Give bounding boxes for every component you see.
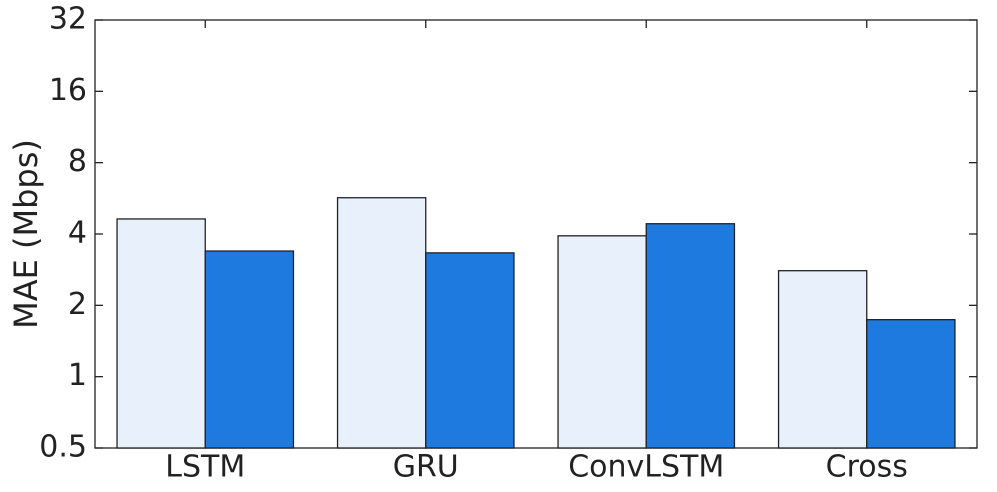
bar <box>645 223 736 449</box>
y-axis-label: MAE (Mbps) <box>7 139 45 329</box>
y-tick-label: 8 <box>68 144 87 179</box>
x-tick-label: Cross <box>826 450 908 485</box>
x-tick-label: LSTM <box>165 450 245 485</box>
bar <box>425 252 515 449</box>
bar <box>204 250 295 449</box>
bar <box>866 319 956 449</box>
bar <box>336 197 427 449</box>
bar <box>777 270 868 449</box>
y-tick-label: 32 <box>49 2 87 37</box>
y-tick-label: 16 <box>49 73 87 108</box>
y-tick-label: 1 <box>68 358 87 393</box>
bar <box>116 218 206 449</box>
bar <box>557 235 647 449</box>
x-tick-label: GRU <box>393 450 459 485</box>
y-tick-label: 0.5 <box>39 430 87 465</box>
y-tick-label: 2 <box>68 287 87 322</box>
y-tick-label: 4 <box>68 216 87 251</box>
x-tick-label: ConvLSTM <box>568 450 724 485</box>
